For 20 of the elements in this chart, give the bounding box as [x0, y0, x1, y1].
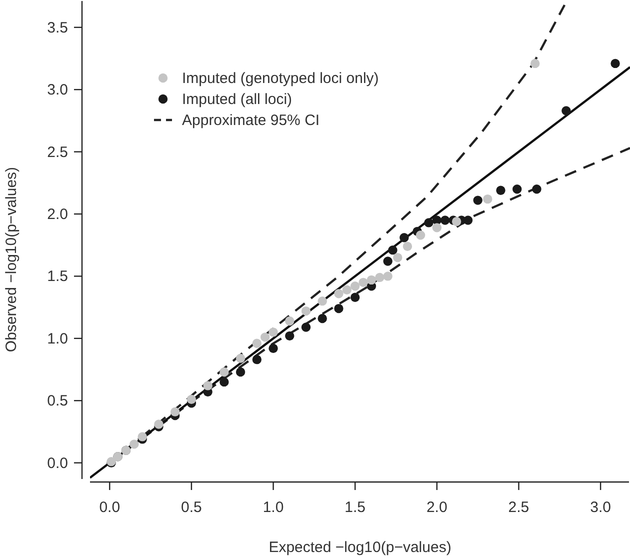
legend-label: Approximate 95% CI [182, 112, 320, 129]
x-tick-label: 2.5 [508, 499, 530, 516]
legend-label: Imputed (genotyped loci only) [182, 70, 379, 87]
x-tick-label: 1.5 [344, 499, 366, 516]
x-axis-title: Expected −log10(p−values) [268, 539, 452, 556]
y-axis-title: Observed −log10(p−values) [3, 166, 20, 352]
x-tick-label: 0.0 [99, 499, 120, 516]
y-tick-label: 0.5 [47, 392, 68, 410]
y-tick-label: 1.0 [47, 330, 68, 348]
y-tick-label: 3.5 [47, 19, 68, 36]
legend-label: Imputed (all loci) [182, 91, 292, 108]
y-tick-label: 2.5 [47, 144, 68, 161]
x-tick-label: 1.0 [262, 499, 284, 516]
y-tick-label: 3.0 [47, 82, 68, 99]
x-tick-label: 2.0 [426, 499, 448, 516]
y-tick-label: 0.0 [47, 454, 68, 472]
y-tick-label: 2.0 [47, 206, 68, 223]
x-tick-label: 3.0 [590, 499, 611, 516]
y-tick-label: 1.5 [47, 268, 68, 286]
x-tick-label: 0.5 [181, 499, 202, 516]
